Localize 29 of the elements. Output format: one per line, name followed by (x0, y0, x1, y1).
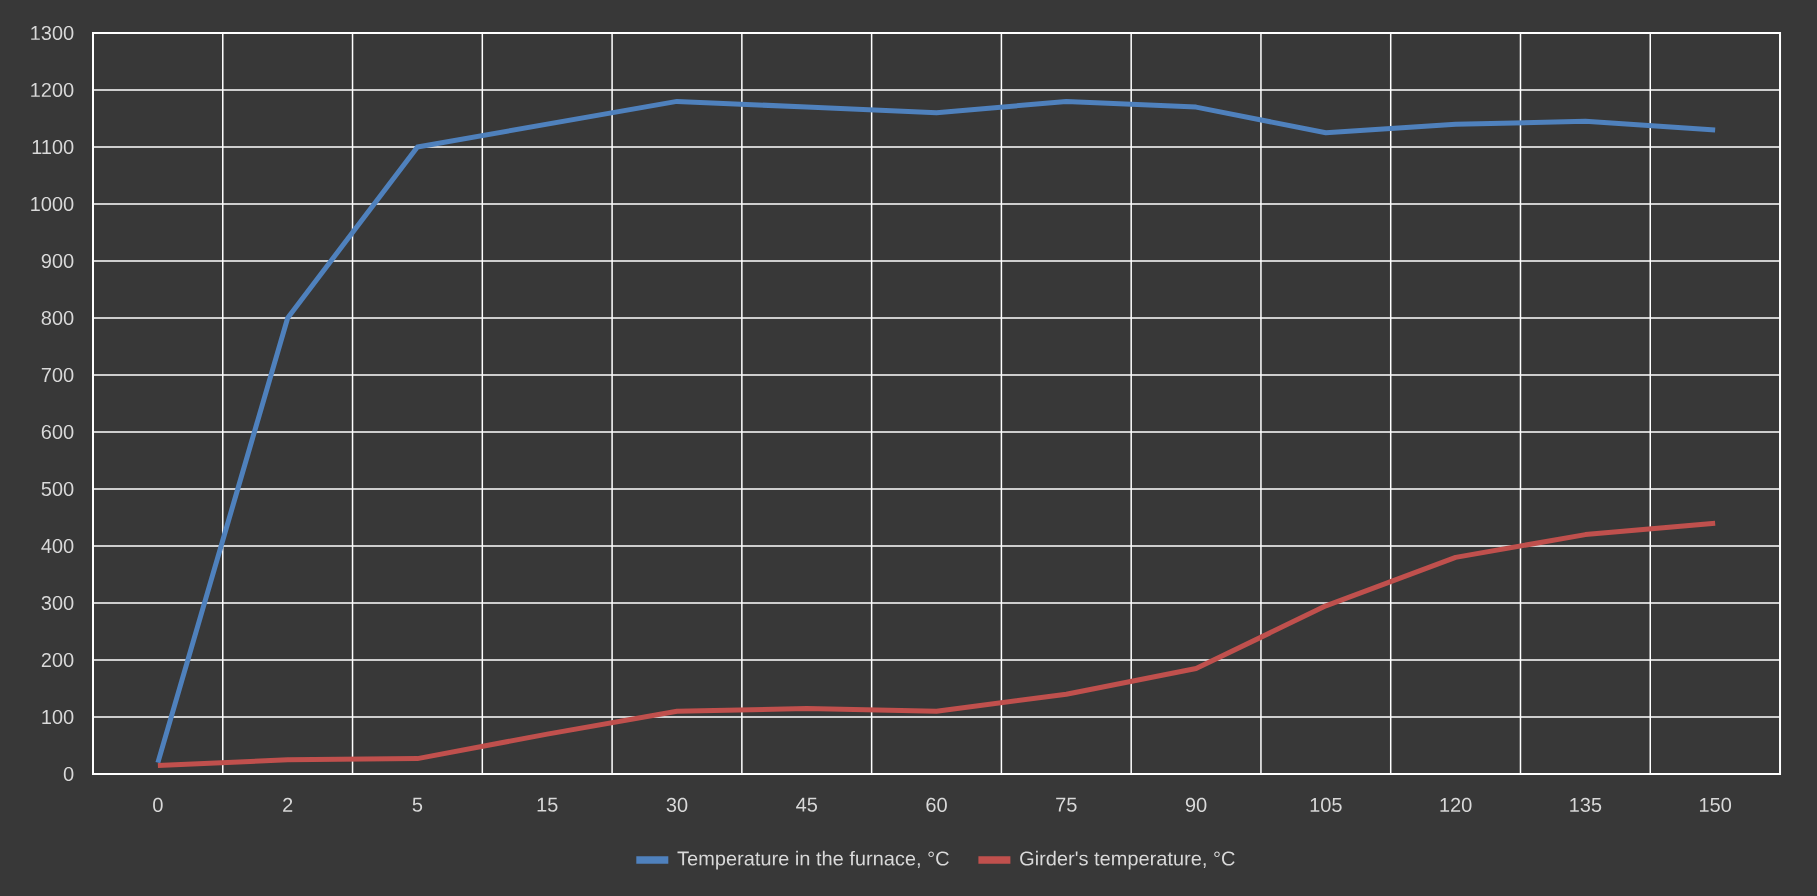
y-tick-label: 700 (41, 367, 74, 383)
x-tick-label: 150 (1699, 797, 1732, 812)
y-tick-label: 100 (42, 709, 74, 725)
x-tick-label: 30 (666, 797, 688, 812)
x-tick-label: 120 (1440, 797, 1472, 812)
y-tick-label: 300 (41, 595, 74, 611)
x-tick-label: 45 (796, 797, 818, 812)
y-tick-label: 400 (41, 538, 74, 554)
y-tick-label: 0 (63, 766, 74, 782)
y-tick-label: 1100 (32, 139, 74, 155)
x-tick-label: 2 (283, 797, 293, 812)
x-tick-label: 60 (926, 797, 947, 812)
y-tick-label: 1000 (31, 196, 74, 212)
y-tick-label: 1200 (31, 82, 74, 98)
y-tick-label: 1300 (31, 25, 74, 41)
y-tick-label: 500 (41, 481, 74, 497)
x-tick-label: 105 (1310, 797, 1342, 812)
legend-label: Girder's temperature, °C (1020, 850, 1235, 870)
y-tick-label: 900 (41, 253, 74, 269)
y-tick-label: 600 (41, 424, 74, 440)
x-tick-label: 75 (1056, 797, 1077, 812)
x-tick-label: 135 (1570, 797, 1602, 812)
x-tick-label: 90 (1185, 797, 1207, 812)
y-tick-label: 800 (41, 310, 74, 326)
x-tick-label: 0 (153, 797, 163, 812)
x-tick-label: 5 (412, 797, 423, 812)
y-tick-label: 200 (41, 652, 74, 668)
legend-label: Temperature in the furnace, °C (677, 850, 949, 870)
x-tick-label: 15 (537, 797, 558, 812)
